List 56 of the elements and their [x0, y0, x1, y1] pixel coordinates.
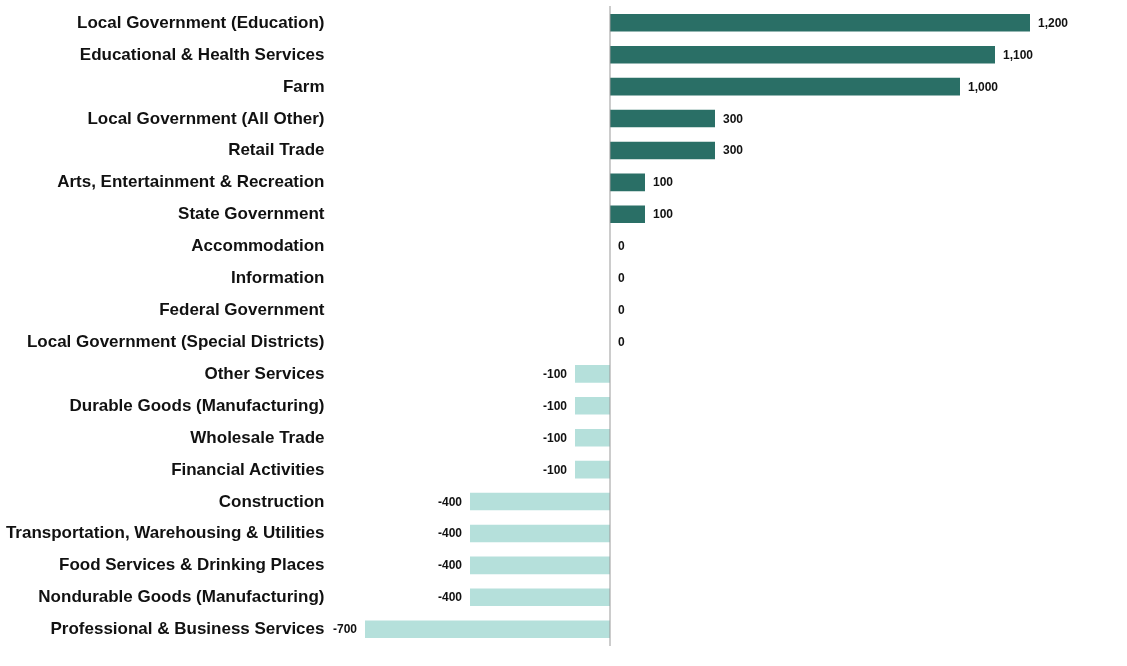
bar: [575, 365, 610, 383]
data-label: -100: [542, 430, 568, 445]
bar: [610, 45, 995, 64]
data-label: -100: [542, 462, 568, 477]
data-label: 1,000: [968, 79, 999, 94]
bar: [610, 13, 1030, 32]
y-tick-label: State Government: [178, 204, 325, 224]
bar: [610, 173, 645, 192]
bar: [610, 77, 960, 96]
bar: [610, 109, 715, 128]
y-tick-label: Food Services & Drinking Places: [59, 555, 325, 575]
y-tick-label: Nondurable Goods (Manufacturing): [38, 587, 325, 607]
bar: [470, 556, 610, 575]
y-tick-label: Local Government (All Other): [87, 108, 325, 128]
y-tick-label: Other Services: [204, 363, 325, 383]
y-tick-label: Accommodation: [191, 236, 325, 256]
y-tick-label: Construction: [218, 491, 325, 511]
data-label: -700: [332, 622, 358, 637]
y-tick-label: Transportation, Warehousing & Utilities: [5, 523, 325, 543]
data-label: 1,100: [1003, 47, 1034, 62]
data-label: -400: [437, 494, 463, 509]
bar: [610, 205, 645, 224]
y-tick-label: Durable Goods (Manufacturing): [69, 395, 325, 415]
bar: [610, 141, 715, 160]
data-label: 0: [618, 239, 625, 254]
data-label: 1,200: [1038, 15, 1069, 30]
y-tick-label: Federal Government: [159, 300, 325, 320]
data-label: 0: [618, 303, 625, 318]
bar: [575, 397, 610, 415]
data-label: 300: [723, 111, 744, 126]
y-tick-label: Local Government (Education): [77, 12, 325, 32]
bar: [575, 460, 610, 479]
y-tick-label: Professional & Business Services: [50, 619, 325, 639]
data-label: -400: [437, 590, 463, 605]
bar: [575, 428, 610, 447]
bar: [470, 588, 610, 607]
y-tick-label: Retail Trade: [228, 140, 325, 160]
y-tick-label: Farm: [282, 76, 325, 96]
data-label: 300: [723, 143, 744, 158]
data-label: 0: [618, 334, 625, 349]
y-tick-label: Local Government (Special Districts): [26, 331, 325, 351]
bar: [470, 492, 610, 511]
y-tick-label: Financial Activities: [171, 459, 325, 479]
y-tick-label: Educational & Health Services: [79, 44, 325, 64]
data-label: 100: [653, 175, 674, 190]
y-tick-label: Wholesale Trade: [190, 427, 325, 447]
data-label: -400: [437, 526, 463, 541]
data-label: -100: [542, 398, 568, 413]
bar: [365, 620, 610, 639]
data-label: 100: [653, 207, 674, 222]
bar: [470, 524, 610, 543]
data-label: -400: [437, 558, 463, 573]
data-label: 0: [618, 271, 625, 286]
y-tick-label: Information: [231, 268, 325, 288]
data-label: -100: [542, 366, 568, 381]
y-tick-label: Arts, Entertainment & Recreation: [57, 172, 325, 192]
